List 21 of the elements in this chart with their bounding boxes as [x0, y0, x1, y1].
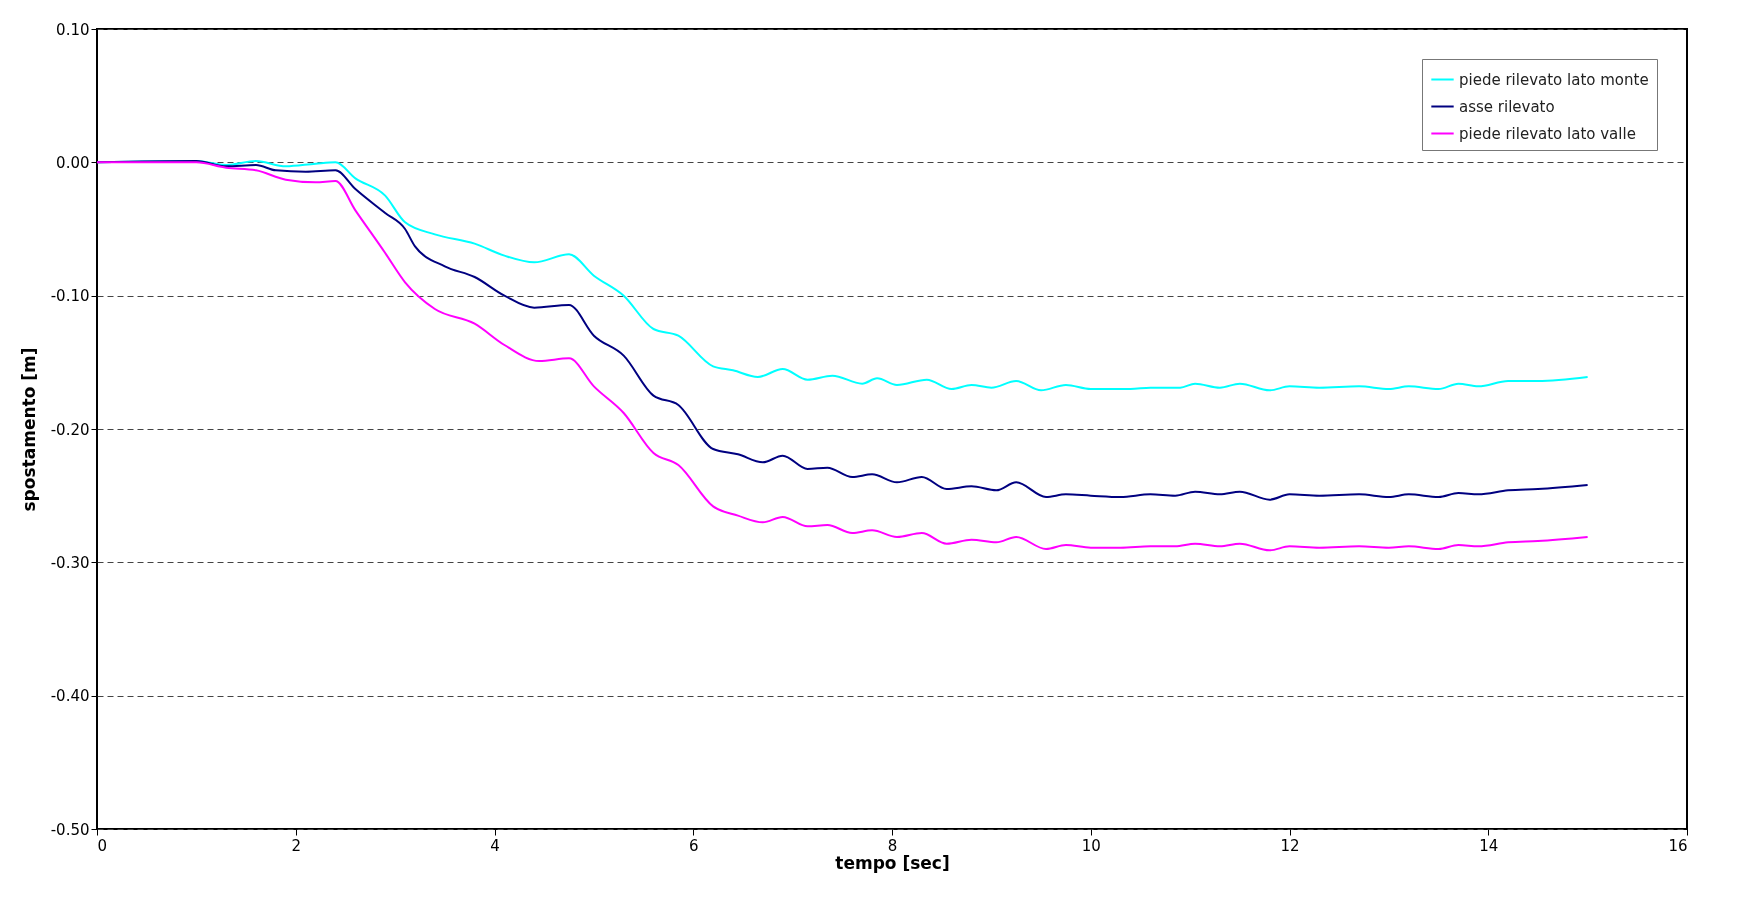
x-tick-label: 8 — [887, 836, 898, 855]
x-tick-label: 6 — [688, 836, 699, 855]
legend-label: asse rilevato — [1459, 97, 1555, 116]
x-tick-label: 16 — [1668, 836, 1688, 855]
legend-label: piede rilevato lato valle — [1459, 124, 1636, 143]
x-axis-title: tempo [sec] — [835, 852, 950, 873]
y-tick-label: -0.40 — [50, 687, 90, 706]
y-axis-title: spostamento [m] — [18, 347, 39, 512]
y-tick-label: 0.00 — [56, 153, 90, 172]
y-tick-label: 0.10 — [56, 20, 90, 39]
y-tick-label: -0.30 — [50, 553, 90, 572]
x-tick-label: 12 — [1280, 836, 1300, 855]
x-tick-label: 4 — [490, 836, 500, 855]
x-tick-label: 10 — [1081, 836, 1101, 855]
x-tick-label: 0 — [97, 836, 108, 855]
x-tick-label: 14 — [1479, 836, 1499, 855]
y-tick-label: -0.50 — [50, 820, 90, 839]
y-tick-label: -0.10 — [50, 287, 90, 306]
legend-label: piede rilevato lato monte — [1459, 70, 1649, 89]
x-tick-label: 2 — [291, 836, 302, 855]
y-tick-label: -0.20 — [50, 420, 90, 439]
